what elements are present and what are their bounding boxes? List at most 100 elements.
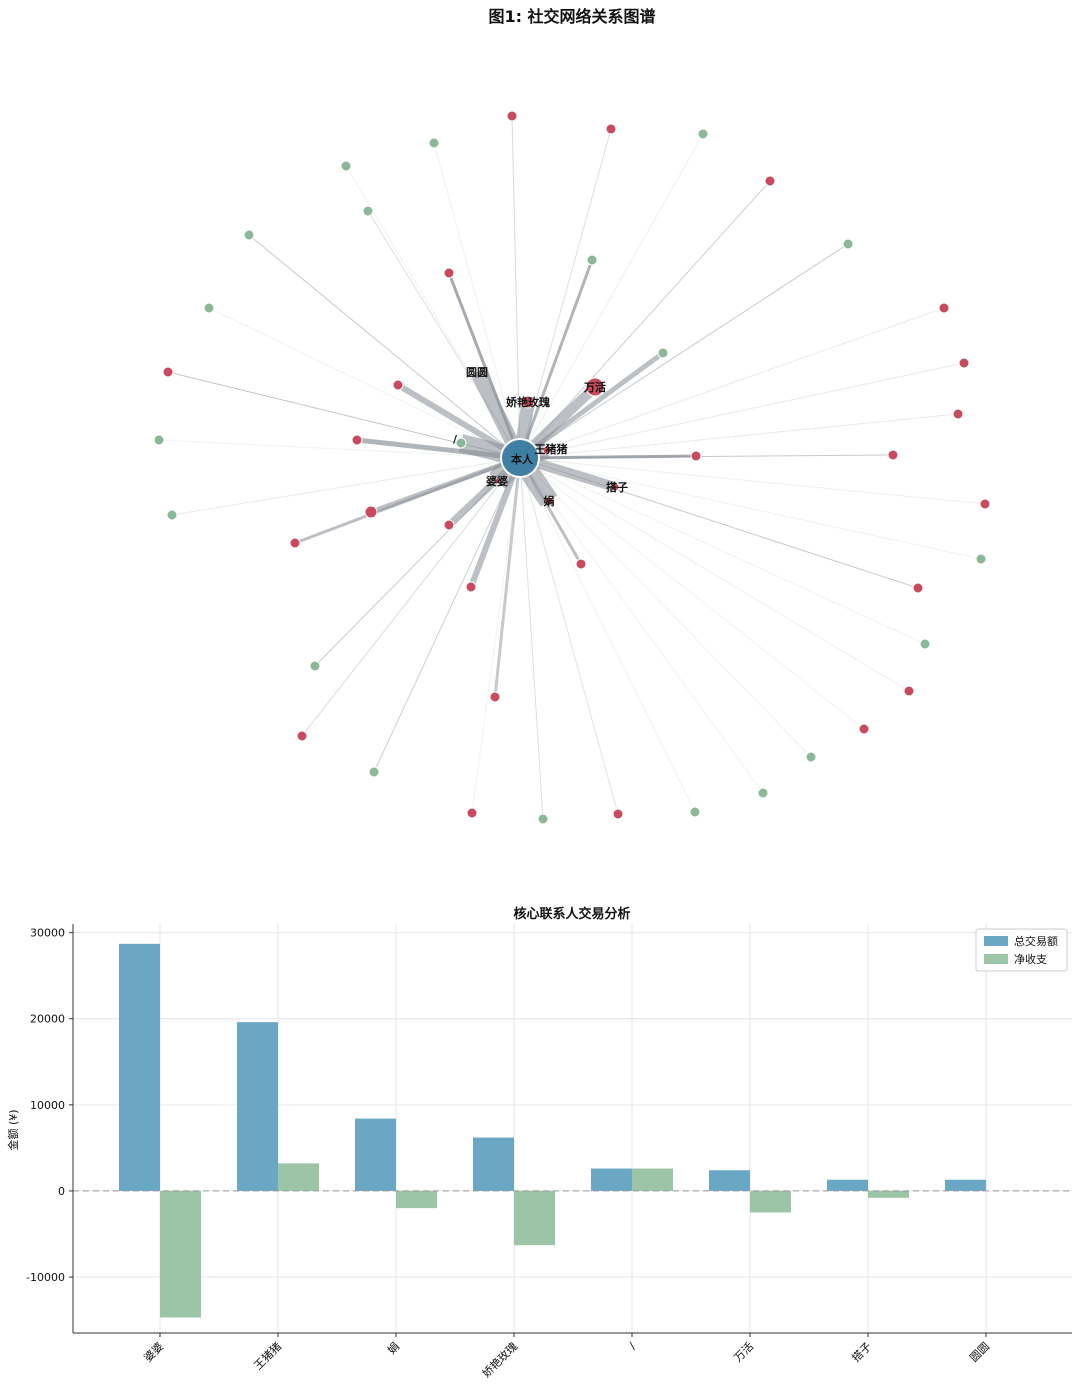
- network-node: [979, 498, 991, 510]
- legend-swatch-net: [984, 954, 1008, 964]
- network-node-hub: [585, 377, 605, 397]
- network-edge: [519, 457, 544, 820]
- network-node: [537, 813, 549, 825]
- network-node: [243, 229, 255, 241]
- network-node: [612, 808, 624, 820]
- network-edge: [519, 413, 959, 459]
- network-node: [605, 123, 617, 135]
- bar-total: [591, 1168, 632, 1191]
- network-node-hub: [610, 482, 620, 492]
- network-node: [465, 581, 477, 593]
- network-edge: [433, 142, 521, 459]
- network-node-label: /: [453, 433, 458, 446]
- network-node: [842, 238, 854, 250]
- network-node: [938, 302, 950, 314]
- network-node-hub: [542, 445, 552, 455]
- network-node: [153, 434, 165, 446]
- network-node: [489, 691, 501, 703]
- bar-net: [750, 1190, 791, 1213]
- bar-total: [119, 943, 160, 1191]
- network-edge: [294, 456, 521, 545]
- network-edge: [471, 457, 521, 814]
- network-node: [392, 379, 404, 391]
- network-edge: [519, 457, 696, 813]
- network-edge: [519, 454, 894, 459]
- legend-swatch-total: [984, 936, 1008, 946]
- network-node: [203, 302, 215, 314]
- bar-total: [945, 1179, 986, 1191]
- bar-net: [160, 1190, 201, 1318]
- network-node-label: 婆婆: [486, 474, 508, 488]
- network-edge: [171, 457, 521, 516]
- network-edge: [518, 259, 594, 459]
- network-node: [919, 638, 931, 650]
- y-tick-label: 30000: [30, 927, 65, 940]
- network-node: [958, 357, 970, 369]
- network-node: [428, 137, 440, 149]
- network-node-label: 搭子: [606, 480, 628, 494]
- network-node: [697, 128, 709, 140]
- network-edge: [519, 133, 704, 459]
- x-tick-label: 圆圆: [967, 1340, 992, 1365]
- network-edge: [519, 457, 926, 645]
- network-node-hub: [493, 477, 501, 485]
- network-edge: [519, 457, 865, 730]
- network-node: [586, 254, 598, 266]
- network-node: [952, 408, 964, 420]
- network-node: [764, 175, 776, 187]
- network-edge: [511, 115, 521, 459]
- network-node: [289, 537, 301, 549]
- network-edge: [519, 457, 764, 794]
- network-node: [309, 660, 321, 672]
- network-edge: [519, 457, 910, 692]
- network-node-hub: [521, 395, 535, 409]
- network-edge: [519, 128, 612, 459]
- network-node: [166, 509, 178, 521]
- network-edge: [208, 307, 521, 459]
- network-node-label: 圆圆: [466, 366, 488, 379]
- network-center-label: 本人: [511, 452, 534, 466]
- bar-chart-grid: [73, 924, 1072, 1333]
- network-title: 图1: 社交网络关系图谱: [488, 7, 655, 26]
- network-node: [443, 267, 455, 279]
- network-node: [887, 449, 899, 461]
- network-edge: [519, 307, 945, 459]
- legend-label-net: 净收支: [1014, 952, 1047, 966]
- y-tick-label: 20000: [30, 1013, 65, 1026]
- network-edge: [248, 234, 521, 459]
- bar-chart-bars: [119, 943, 986, 1318]
- y-tick-label: 10000: [30, 1099, 65, 1112]
- network-node: [340, 160, 352, 172]
- network-edge: [519, 457, 982, 560]
- bar-net: [514, 1190, 555, 1246]
- network-node: [903, 685, 915, 697]
- network-node: [757, 787, 769, 799]
- bar-net: [868, 1190, 909, 1198]
- x-tick-label: 万活: [731, 1340, 756, 1365]
- network-edge: [158, 439, 521, 459]
- bar-net: [396, 1190, 437, 1209]
- legend: 总交易额 净收支: [975, 928, 1068, 972]
- network-node: [689, 806, 701, 818]
- network-node-label: 王猪猪: [535, 442, 568, 456]
- network-node: [362, 205, 374, 217]
- bar-net: [632, 1168, 673, 1191]
- network-edge: [301, 457, 521, 737]
- network-node-label: 万活: [583, 380, 606, 394]
- network-node: [575, 558, 587, 570]
- bar-net: [278, 1163, 319, 1191]
- network-edge: [493, 457, 522, 698]
- x-tick-label: 王猪猪: [252, 1340, 285, 1373]
- x-tick-label: 娇艳玫瑰: [479, 1339, 520, 1380]
- network-edge: [519, 243, 849, 459]
- network-node: [657, 347, 669, 359]
- network-node: [368, 766, 380, 778]
- network-node: [296, 730, 308, 742]
- network-edge: [314, 457, 521, 667]
- y-tick-label: 0: [58, 1185, 65, 1198]
- network-edge: [373, 457, 521, 773]
- network-edge: [519, 457, 619, 815]
- legend-label-total: 总交易额: [1014, 934, 1058, 948]
